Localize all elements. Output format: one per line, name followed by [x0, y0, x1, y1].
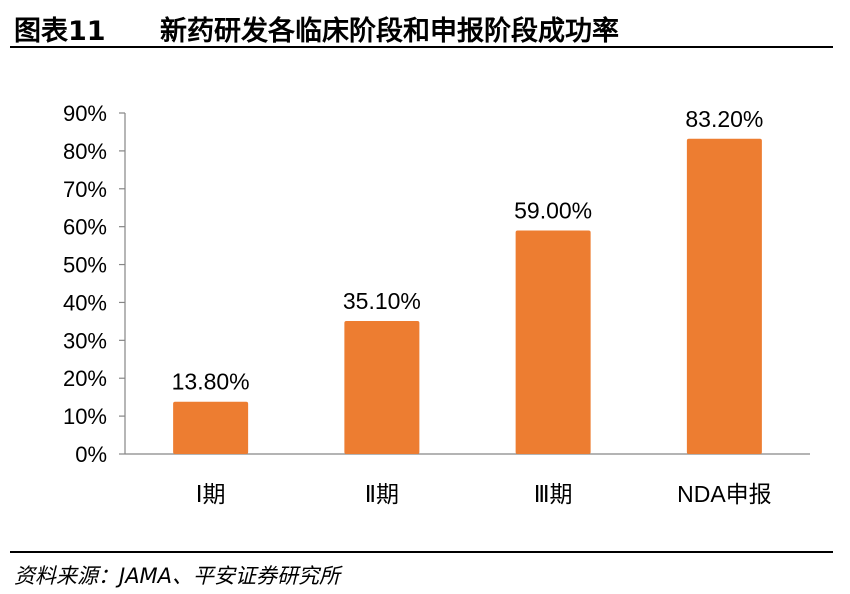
bar: [344, 321, 420, 454]
figure-title: 新药研发各临床阶段和申报阶段成功率: [160, 16, 619, 47]
bar: [686, 138, 762, 454]
x-category-label: Ⅱ期: [365, 481, 399, 507]
figure-header: 图表11 新药研发各临床阶段和申报阶段成功率: [10, 6, 833, 48]
data-label: 13.80%: [172, 369, 250, 395]
y-tick-label: 30%: [63, 328, 107, 353]
x-category-label: Ⅰ期: [196, 481, 226, 507]
source-note: 资料来源：JAMA、平安证券研究所: [14, 564, 341, 588]
x-category-label: Ⅲ期: [534, 481, 573, 507]
y-tick-label: 90%: [63, 101, 107, 126]
y-tick-label: 60%: [63, 215, 107, 240]
data-label: 35.10%: [343, 288, 421, 314]
y-tick-label: 50%: [63, 253, 107, 278]
y-tick-label: 0%: [75, 442, 107, 467]
y-tick-label: 40%: [63, 290, 107, 315]
bar: [173, 401, 249, 454]
y-tick-label: 80%: [63, 139, 107, 164]
y-tick-label: 70%: [63, 177, 107, 202]
figure-number: 图表11: [14, 16, 106, 47]
data-label: 83.20%: [685, 106, 763, 132]
y-tick-label: 10%: [63, 404, 107, 429]
x-category-label: NDA申报: [677, 481, 772, 507]
data-label: 59.00%: [514, 197, 592, 223]
y-tick-label: 20%: [63, 366, 107, 391]
source-divider: [10, 551, 833, 553]
bar: [515, 230, 591, 454]
